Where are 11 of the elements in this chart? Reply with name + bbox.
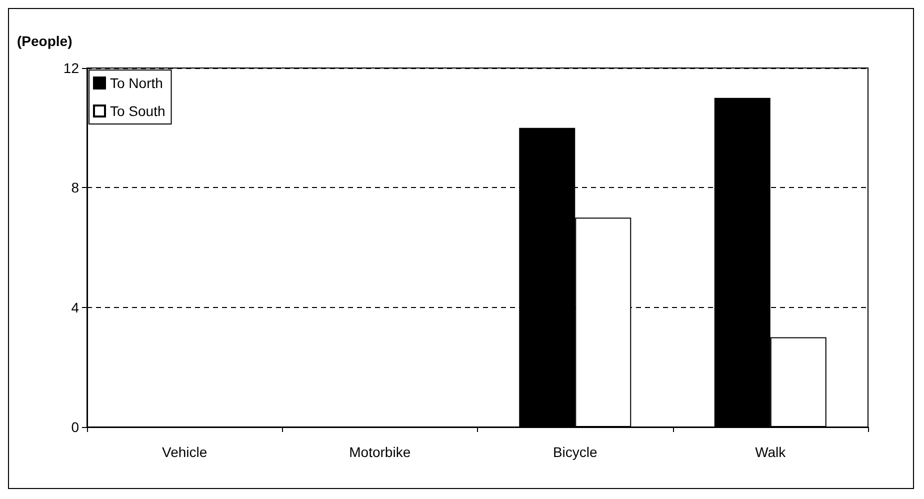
x-tick-label: Bicycle: [552, 444, 598, 460]
y-tick-label: 8: [71, 180, 80, 196]
y-tick-label: 0: [71, 419, 80, 435]
x-tick-label: Vehicle: [162, 444, 208, 460]
y-tick-label: 12: [63, 60, 80, 76]
legend-label: To South: [110, 103, 166, 119]
y-axis-title: (People): [17, 33, 72, 49]
legend-label: To North: [110, 75, 163, 91]
y-tick-label: 4: [71, 299, 80, 316]
x-tick-label: Motorbike: [349, 444, 411, 460]
x-tick-label: Walk: [755, 444, 787, 460]
